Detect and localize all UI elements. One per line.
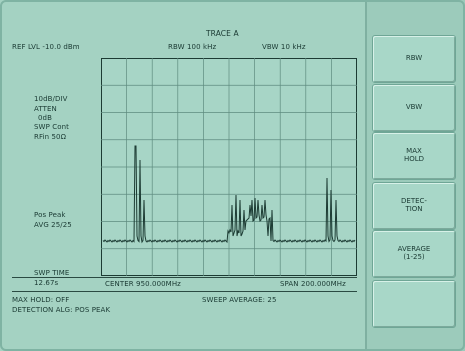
sweep-time-value: 12.67s bbox=[34, 279, 59, 287]
softkey-label: VBW bbox=[405, 103, 423, 112]
softkey-label: DETEC- TION bbox=[401, 197, 427, 213]
softkey-average[interactable]: AVERAGE (1-25) bbox=[372, 230, 456, 278]
atten-label: ATTEN bbox=[34, 105, 57, 113]
softkey-label: AVERAGE (1-25) bbox=[397, 245, 431, 261]
sweep-average-status: SWEEP AVERAGE: 25 bbox=[202, 296, 277, 304]
sweep-mode: SWP Cont bbox=[34, 123, 69, 131]
softkey-detection[interactable]: DETEC- TION bbox=[372, 182, 456, 230]
detection-algorithm: DETECTION ALG: POS PEAK bbox=[12, 306, 111, 314]
detector-label: Pos Peak bbox=[34, 211, 66, 219]
sweep-time-label: SWP TIME bbox=[34, 269, 70, 277]
softkey-rbw[interactable]: RBW bbox=[372, 35, 456, 83]
softkey-vbw[interactable]: VBW bbox=[372, 84, 456, 132]
softkey-blank[interactable] bbox=[372, 280, 456, 328]
rf-input: RFin 50Ω bbox=[34, 133, 67, 141]
scale-label: 10dB/DIV bbox=[34, 95, 68, 103]
softkey-label: MAX HOLD bbox=[403, 147, 425, 163]
divider-bottom bbox=[12, 291, 357, 292]
softkey-max-hold[interactable]: MAX HOLD bbox=[372, 132, 456, 180]
average-count: AVG 25/25 bbox=[34, 221, 72, 229]
atten-value: 0dB bbox=[38, 114, 52, 122]
spectrum-trace bbox=[102, 145, 356, 244]
max-hold-status: MAX HOLD: OFF bbox=[12, 296, 70, 304]
rbw-value: RBW 100 kHz bbox=[168, 43, 217, 51]
center-frequency: CENTER 950.000MHz bbox=[105, 280, 181, 288]
vbw-value: VBW 10 kHz bbox=[262, 43, 306, 51]
trace-title: TRACE A bbox=[206, 29, 239, 38]
span-value: SPAN 200.000MHz bbox=[280, 280, 346, 288]
ref-level: REF LVL -10.0 dBm bbox=[12, 43, 80, 51]
softkey-label: RBW bbox=[405, 54, 423, 63]
divider-top bbox=[12, 277, 357, 278]
